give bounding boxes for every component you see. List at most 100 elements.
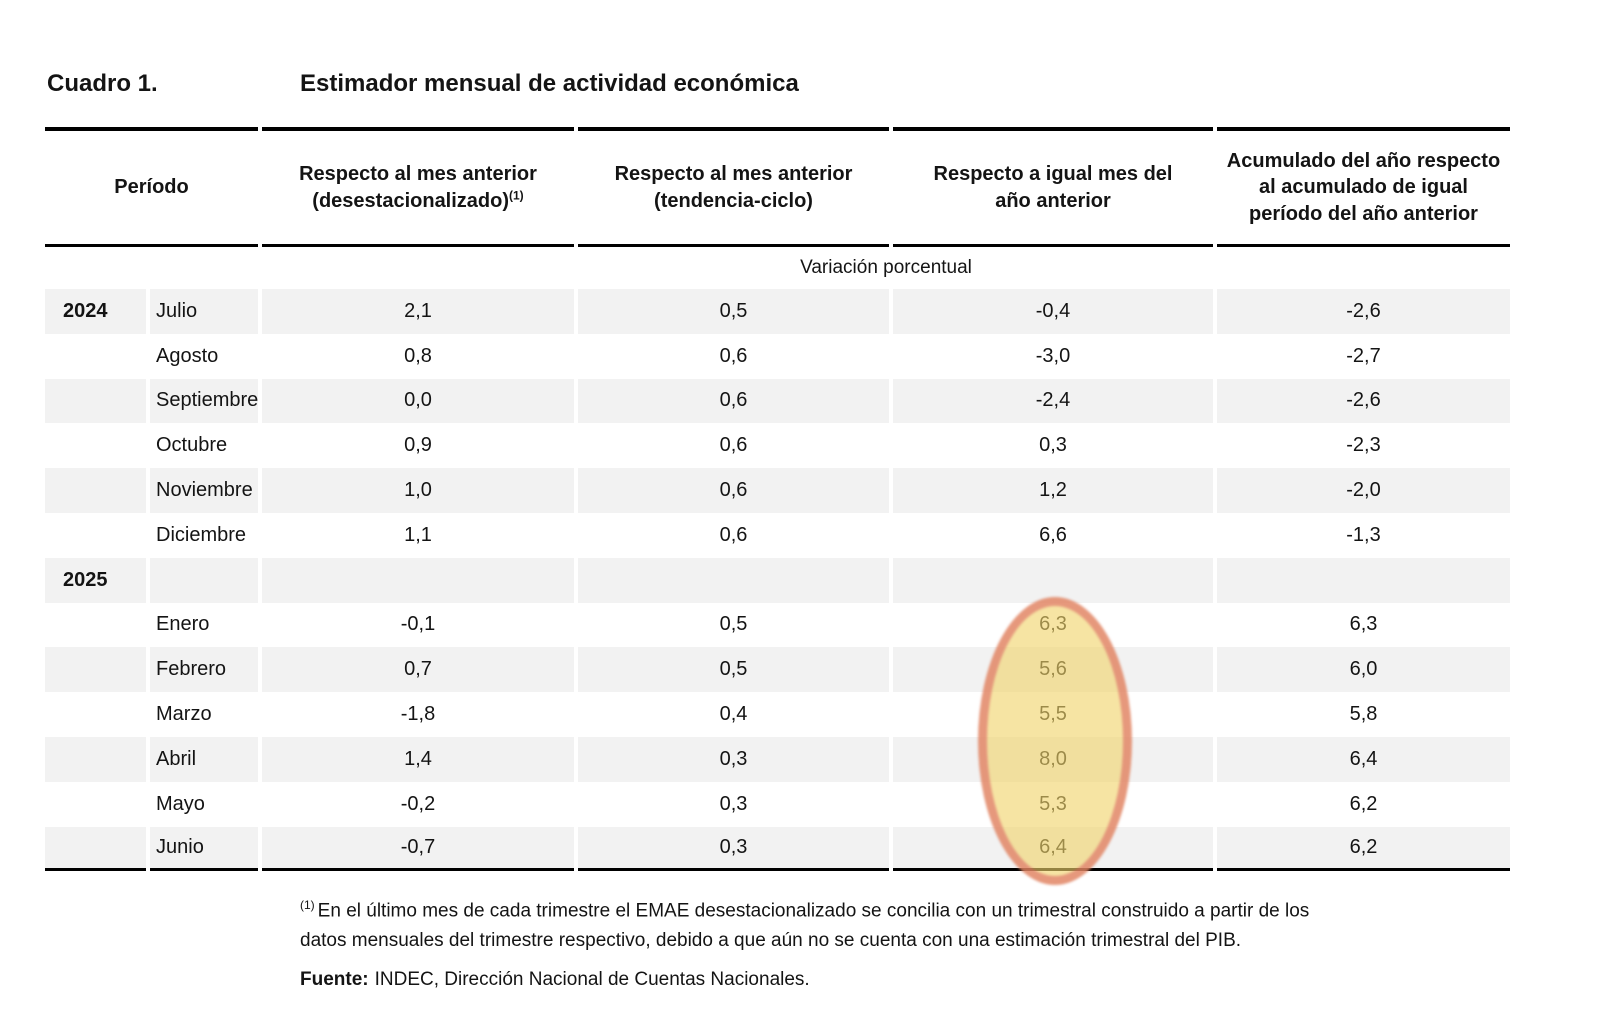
cell-mom-sa: 2,1: [262, 289, 574, 334]
cell-mom-sa: 1,0: [262, 468, 574, 513]
table-number: Cuadro 1.: [47, 70, 158, 97]
cell-mom-tc: 0,5: [578, 602, 889, 648]
table-row: Diciembre 1,1 0,6 6,6 -1,3: [45, 512, 1510, 558]
cell-ytd: -1,3: [1217, 512, 1510, 558]
cell-year: [45, 736, 146, 782]
cell-year: [45, 468, 146, 513]
cell-year: 2024: [45, 289, 146, 334]
cell-mom-tc: 0,6: [578, 468, 889, 513]
cell-yoy: -3,0: [893, 333, 1213, 379]
footnote-marker: (1): [300, 898, 315, 912]
cell-mom-tc: 0,5: [578, 289, 889, 334]
cell-ytd: 6,3: [1217, 602, 1510, 648]
cell-mom-sa: 0,9: [262, 423, 574, 469]
cell-mom-tc: 0,3: [578, 736, 889, 782]
table-body: 2024 Julio 2,1 0,5 -0,4 -2,6 Agosto 0,8 0,6 -3,0-…: [45, 289, 1510, 872]
cell-yoy: 1,2: [893, 468, 1213, 513]
source-text: INDEC, Dirección Nacional de Cuentas Nac…: [374, 969, 810, 991]
cell-month: Enero: [150, 602, 258, 648]
footnote-text-line2: datos mensuales del trimestre respectivo…: [300, 930, 1242, 952]
cell-yoy: 5,6: [893, 647, 1213, 693]
cell-year: [45, 781, 146, 827]
cell-mom-sa: 1,4: [262, 736, 574, 782]
emae-table: Período Respecto al mes anterior (desest…: [45, 127, 1510, 872]
cell-year: [45, 333, 146, 379]
cell-yoy: 0,3: [893, 423, 1213, 469]
cell-year: [45, 602, 146, 648]
cell-month: Febrero: [150, 647, 258, 693]
cell-month: Marzo: [150, 692, 258, 737]
cell-mom-tc: 0,5: [578, 647, 889, 693]
table-row: Septiembre 0,0 0,6 -2,4 -2,6: [45, 378, 1510, 424]
cell-yoy: -0,4: [893, 289, 1213, 334]
cell-mom-tc: 0,6: [578, 423, 889, 469]
cell-month: Septiembre: [150, 378, 258, 424]
cell-mom-sa: -1,8: [262, 692, 574, 737]
table-row: 2025: [45, 557, 1510, 603]
cell-ytd: -2,6: [1217, 289, 1510, 334]
cell-year: [45, 692, 146, 737]
page-title: Estimador mensual de actividad económica: [300, 70, 799, 97]
source-line: Fuente: INDEC, Dirección Nacional de Cuen…: [300, 965, 1535, 995]
header-mom-desestacionalizado: Respecto al mes anterior (desestacionali…: [262, 127, 574, 247]
cell-mom-tc: [578, 557, 889, 603]
cell-mom-tc: 0,4: [578, 692, 889, 737]
cell-yoy: 5,3: [893, 781, 1213, 827]
table-row: Noviembre 1,0 0,6 1,2 -2,0: [45, 468, 1510, 513]
cell-year: [45, 378, 146, 424]
cell-ytd: -2,0: [1217, 468, 1510, 513]
cell-yoy: 8,0: [893, 736, 1213, 782]
table-header-row: Período Respecto al mes anterior (desest…: [45, 127, 1510, 247]
header-periodo-label: Período: [114, 176, 189, 199]
cell-mom-sa: 0,7: [262, 647, 574, 693]
cell-mom-tc: 0,6: [578, 333, 889, 379]
cell-ytd: -2,7: [1217, 333, 1510, 379]
cell-month: Mayo: [150, 781, 258, 827]
cell-yoy: 6,3: [893, 602, 1213, 648]
cell-month: Diciembre: [150, 512, 258, 558]
table-row: Febrero 0,7 0,5 5,6 6,0: [45, 647, 1510, 693]
cell-mom-tc: 0,3: [578, 826, 889, 872]
cell-ytd: -2,3: [1217, 423, 1510, 469]
cell-mom-sa: -0,1: [262, 602, 574, 648]
cell-mom-sa: [262, 557, 574, 603]
table-row: Abril 1,4 0,3 8,0 6,4: [45, 736, 1510, 782]
cell-mom-tc: 0,6: [578, 512, 889, 558]
cell-year: [45, 826, 146, 872]
footnotes: (1) En el último mes de cada trimestre el…: [300, 896, 1535, 995]
cell-yoy: 6,6: [893, 512, 1213, 558]
table-title: Cuadro 1. Estimador mensual de actividad…: [47, 70, 799, 98]
cell-mom-sa: -0,2: [262, 781, 574, 827]
cell-year: [45, 512, 146, 558]
cell-mom-sa: -0,7: [262, 826, 574, 872]
cell-year: [45, 423, 146, 469]
header-periodo: Período: [45, 127, 258, 247]
cell-month: Octubre: [150, 423, 258, 469]
footnote-1: (1) En el último mes de cada trimestre el…: [300, 896, 1535, 956]
cell-month: Julio: [150, 289, 258, 334]
footnote-text-line1: En el último mes de cada trimestre el EM…: [317, 900, 1310, 922]
cell-mom-tc: 0,6: [578, 378, 889, 424]
cell-mom-sa: 1,1: [262, 512, 574, 558]
cell-month: Noviembre: [150, 468, 258, 513]
cell-ytd: [1217, 557, 1510, 603]
header-mom-tendencia-ciclo: Respecto al mes anterior (tendencia-cicl…: [578, 127, 889, 247]
cell-ytd: -2,6: [1217, 378, 1510, 424]
table-row: Agosto 0,8 0,6 -3,0 -2,7: [45, 333, 1510, 379]
table-subheader: Variación porcentual: [800, 257, 972, 278]
cell-month: [150, 557, 258, 603]
cell-month: Junio: [150, 826, 258, 872]
cell-yoy: 5,5: [893, 692, 1213, 737]
table-row: Marzo -1,8 0,4 5,5 5,8: [45, 692, 1510, 737]
cell-ytd: 6,2: [1217, 826, 1510, 872]
cell-year: [45, 647, 146, 693]
cell-mom-sa: 0,0: [262, 378, 574, 424]
cell-month: Abril: [150, 736, 258, 782]
table-row: 2024 Julio 2,1 0,5 -0,4 -2,6: [45, 289, 1510, 334]
cell-yoy: -2,4: [893, 378, 1213, 424]
table-row: Mayo -0,2 0,3 5,3 6,2: [45, 781, 1510, 827]
cell-year: 2025: [45, 557, 146, 603]
table-row: Junio -0,7 0,3 6,4 6,2: [45, 826, 1510, 872]
cell-ytd: 5,8: [1217, 692, 1510, 737]
cell-yoy: 6,4: [893, 826, 1213, 872]
